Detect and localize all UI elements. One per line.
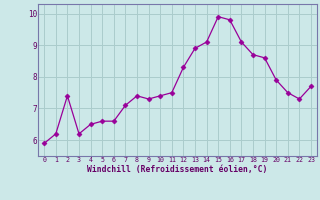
X-axis label: Windchill (Refroidissement éolien,°C): Windchill (Refroidissement éolien,°C) <box>87 165 268 174</box>
